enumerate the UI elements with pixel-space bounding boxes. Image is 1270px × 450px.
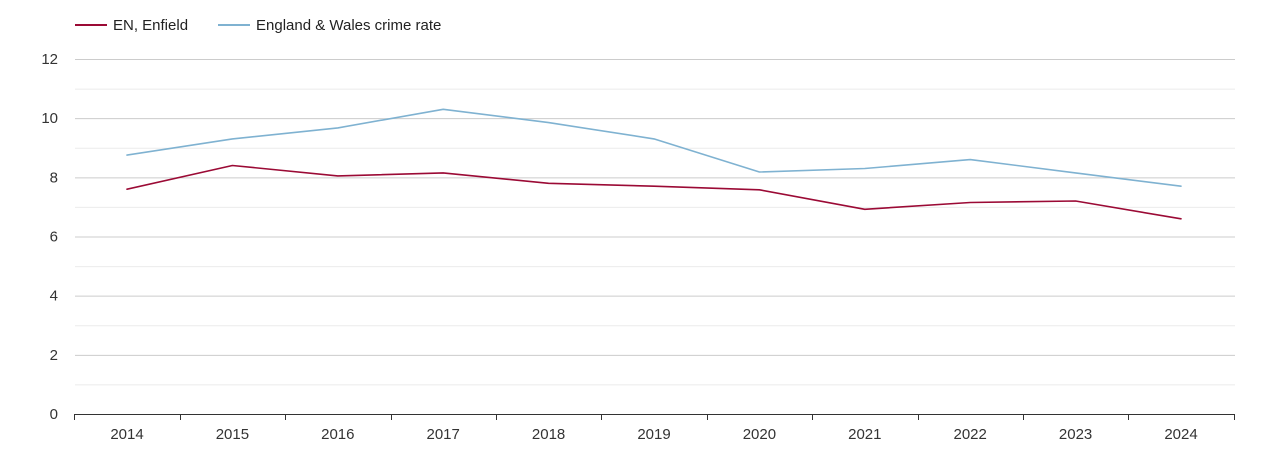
y-tick-label-4: 4 <box>50 288 58 305</box>
x-tick-label-2015: 2015 <box>216 426 249 443</box>
x-tick-label-2020: 2020 <box>743 426 776 443</box>
gridlines <box>75 59 1235 386</box>
x-tick-label-2022: 2022 <box>954 426 987 443</box>
series-lines <box>126 108 1182 220</box>
x-tick-label-2017: 2017 <box>427 426 460 443</box>
x-tick-label-2019: 2019 <box>637 426 670 443</box>
x-tick-label-2021: 2021 <box>848 426 881 443</box>
legend-label-england-wales: England & Wales crime rate <box>256 17 441 34</box>
series-line-england-wales-crime-rate[interactable] <box>126 108 1182 187</box>
y-tick-label-12: 12 <box>41 51 58 68</box>
x-tick-label-2014: 2014 <box>110 426 143 443</box>
x-axis: 2014 2015 2016 2017 2018 2019 2020 2021 2022 2023… <box>74 414 1235 443</box>
y-axis-tick-labels: 0 2 4 6 8 10 12 <box>41 51 58 423</box>
y-tick-label-0: 0 <box>50 406 58 423</box>
legend-item-enfield[interactable]: EN, Enfield <box>75 17 188 34</box>
x-tick-label-2023: 2023 <box>1059 426 1092 443</box>
y-tick-label-10: 10 <box>41 110 58 127</box>
legend-item-england-wales[interactable]: England & Wales crime rate <box>218 17 441 34</box>
y-tick-label-8: 8 <box>50 169 58 186</box>
y-tick-label-2: 2 <box>50 347 58 364</box>
legend: EN, Enfield England & Wales crime rate <box>75 17 441 34</box>
x-tick-label-2016: 2016 <box>321 426 354 443</box>
y-tick-label-6: 6 <box>50 229 58 246</box>
x-tick-label-2018: 2018 <box>532 426 565 443</box>
series-line-en-enfield[interactable] <box>126 164 1182 220</box>
x-tick-label-2024: 2024 <box>1164 426 1197 443</box>
legend-label-enfield: EN, Enfield <box>113 17 188 34</box>
